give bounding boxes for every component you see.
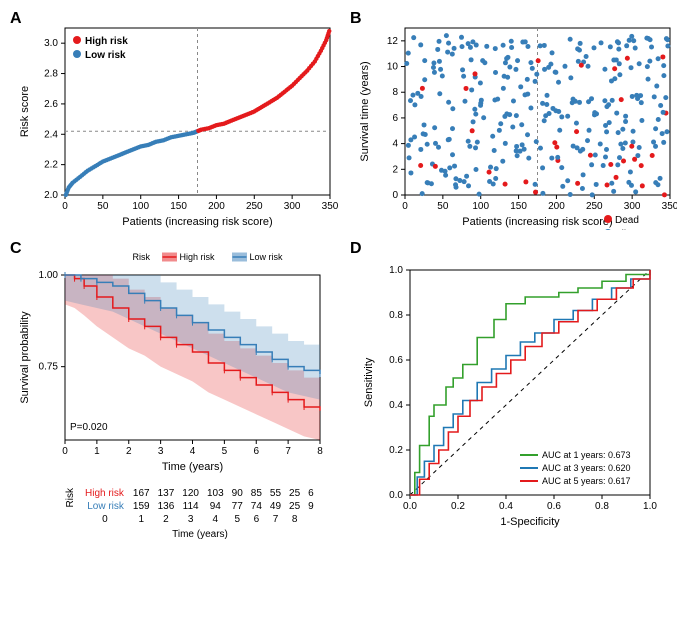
svg-text:2: 2 xyxy=(392,164,398,175)
svg-text:AUC at 1 years: 0.673: AUC at 1 years: 0.673 xyxy=(542,450,631,460)
svg-text:Time (years): Time (years) xyxy=(162,461,223,473)
panel-b-label: B xyxy=(350,10,362,28)
svg-text:12: 12 xyxy=(387,36,399,47)
svg-text:300: 300 xyxy=(624,201,641,212)
panel-a-chart: 0 50 100 150 200 250 300 350 2.0 2.2 2.4 2.6 2.8 3.0 H… xyxy=(10,10,340,230)
svg-text:200: 200 xyxy=(548,201,565,212)
risk-table: RiskHigh risk167137120103908555256Low ri… xyxy=(60,484,340,540)
panel-a: A 0 50 100 150 200 250 300 350 2.0 2.2 2.4 2.6 2.8 3.… xyxy=(10,10,340,230)
svg-text:5: 5 xyxy=(222,446,228,457)
svg-text:Dead: Dead xyxy=(615,215,639,226)
svg-text:Risk: Risk xyxy=(133,252,151,262)
svg-text:P=0.020: P=0.020 xyxy=(70,422,108,433)
svg-text:1.00: 1.00 xyxy=(39,270,59,281)
svg-text:10: 10 xyxy=(387,62,399,73)
svg-text:6: 6 xyxy=(392,113,398,124)
svg-text:7: 7 xyxy=(285,446,291,457)
svg-text:2.6: 2.6 xyxy=(44,99,58,110)
svg-text:Survival time (years): Survival time (years) xyxy=(359,61,371,161)
svg-text:3.0: 3.0 xyxy=(44,38,58,49)
svg-text:0.8: 0.8 xyxy=(595,501,609,512)
svg-text:50: 50 xyxy=(437,201,449,212)
svg-text:1: 1 xyxy=(94,446,100,457)
panel-d: D 0.0 0.2 0.4 0.6 0.8 1.0 0.0 0.2 0.4 0.6 0.8 1.0 AU… xyxy=(350,240,677,540)
svg-text:8: 8 xyxy=(392,87,398,98)
svg-text:4: 4 xyxy=(190,446,196,457)
panel-c-chart: Risk High risk Low risk 0 1 2 3 4 5 6 7 8 0.75 1.00 P=… xyxy=(10,240,340,480)
svg-text:0.0: 0.0 xyxy=(389,490,403,501)
svg-text:2.8: 2.8 xyxy=(44,69,58,80)
svg-text:350: 350 xyxy=(322,201,339,212)
svg-text:6: 6 xyxy=(253,446,259,457)
svg-text:150: 150 xyxy=(510,201,527,212)
svg-text:2.4: 2.4 xyxy=(44,129,58,140)
svg-text:0.4: 0.4 xyxy=(389,400,403,411)
svg-text:Low risk: Low risk xyxy=(250,252,284,262)
svg-text:300: 300 xyxy=(284,201,301,212)
svg-text:0: 0 xyxy=(402,201,408,212)
svg-text:0.2: 0.2 xyxy=(389,445,403,456)
svg-text:100: 100 xyxy=(132,201,149,212)
panel-c-label: C xyxy=(10,240,22,258)
panel-d-label: D xyxy=(350,240,362,258)
svg-text:Low risk: Low risk xyxy=(85,50,126,61)
svg-text:0.6: 0.6 xyxy=(389,355,403,366)
panel-a-label: A xyxy=(10,10,22,28)
svg-text:2.0: 2.0 xyxy=(44,190,58,201)
svg-text:250: 250 xyxy=(246,201,263,212)
svg-text:3: 3 xyxy=(158,446,164,457)
svg-text:2: 2 xyxy=(126,446,132,457)
svg-text:0.4: 0.4 xyxy=(499,501,513,512)
svg-text:50: 50 xyxy=(97,201,109,212)
svg-text:4: 4 xyxy=(392,139,398,150)
panel-b-chart: 0 50 100 150 200 250 300 350 0 2 4 6 8 10 12 Patients (… xyxy=(350,10,677,230)
svg-text:100: 100 xyxy=(472,201,489,212)
svg-text:0.2: 0.2 xyxy=(451,501,465,512)
svg-text:350: 350 xyxy=(662,201,677,212)
svg-text:250: 250 xyxy=(586,201,603,212)
svg-text:0: 0 xyxy=(392,190,398,201)
svg-text:1.0: 1.0 xyxy=(643,501,657,512)
svg-text:0: 0 xyxy=(62,201,68,212)
svg-text:0.8: 0.8 xyxy=(389,310,403,321)
svg-text:1-Specificity: 1-Specificity xyxy=(500,516,560,528)
svg-text:AUC at 3 years: 0.620: AUC at 3 years: 0.620 xyxy=(542,463,631,473)
svg-text:2.2: 2.2 xyxy=(44,160,58,171)
svg-text:1.0: 1.0 xyxy=(389,265,403,276)
svg-text:8: 8 xyxy=(317,446,323,457)
figure-grid: A 0501001502002503003502.02.22.42.62.83.… xyxy=(10,10,667,540)
svg-text:200: 200 xyxy=(208,201,225,212)
panel-b: B 0 50 100 150 200 250 300 350 0 2 4 6 8 10 12 Patients… xyxy=(350,10,677,230)
svg-text:AUC at 5 years: 0.617: AUC at 5 years: 0.617 xyxy=(542,476,631,486)
svg-text:Risk score: Risk score xyxy=(19,86,31,137)
svg-text:0.6: 0.6 xyxy=(547,501,561,512)
svg-text:Survival probability: Survival probability xyxy=(19,311,31,404)
svg-text:Patients (increasing risk scor: Patients (increasing risk score) xyxy=(122,216,272,228)
svg-text:150: 150 xyxy=(170,201,187,212)
svg-text:0.0: 0.0 xyxy=(403,501,417,512)
svg-text:High risk: High risk xyxy=(180,252,216,262)
panel-c: C Risk High risk Low risk 0 1 2 3 4 5 6 7 8 0.75 1.00… xyxy=(10,240,340,540)
svg-text:Alive: Alive xyxy=(615,229,637,230)
svg-text:0: 0 xyxy=(62,446,68,457)
svg-text:0.75: 0.75 xyxy=(39,362,59,373)
svg-text:Sensitivity: Sensitivity xyxy=(363,357,375,407)
svg-text:Patients (increasing risk scor: Patients (increasing risk score) xyxy=(462,216,612,228)
panel-d-chart: 0.0 0.2 0.4 0.6 0.8 1.0 0.0 0.2 0.4 0.6 0.8 1.0 AUC … xyxy=(350,240,677,540)
svg-text:High risk: High risk xyxy=(85,36,128,47)
